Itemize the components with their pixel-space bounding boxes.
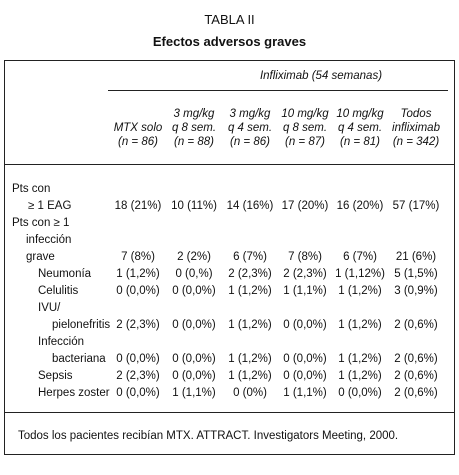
table-cell: 3 (0,9%): [394, 285, 438, 297]
table-cell: 1 (1,2%): [228, 370, 272, 382]
table-cell: 2 (0,6%): [394, 319, 438, 331]
table-cell: 0 (0,0%): [116, 285, 160, 297]
column-header-line: 10 mg/kg: [281, 108, 329, 120]
column-header-line: q 8 sem.: [171, 122, 217, 134]
row-label: IVU/: [38, 302, 61, 314]
table-cell: 1 (1,2%): [228, 319, 272, 331]
table-title: TABLA II: [204, 12, 255, 27]
table-cell: 14 (16%): [226, 200, 274, 212]
column-header: 3 mg/kg q 4 sem. (n = 86): [222, 107, 278, 149]
table-cell: 1 (1,1%): [283, 387, 327, 399]
footnote: Todos los pacientes recibían MTX. ATTRAC…: [18, 430, 399, 442]
table-cell: 0 (0,0%): [172, 319, 216, 331]
table-cell: 1 (1,1%): [172, 387, 216, 399]
row-label: Celulitis: [38, 285, 79, 297]
row-label: ≥ 1 EAG: [28, 200, 72, 212]
table-cell: 1 (1,2%): [228, 353, 272, 365]
table-cell: 1 (1,2%): [116, 268, 160, 280]
column-header-line: q 4 sem.: [227, 122, 273, 134]
table-cell: 5 (1,5%): [394, 268, 438, 280]
column-header: Todos infliximab (n = 342): [388, 107, 444, 149]
table-cell: 0 (0,0%): [172, 353, 216, 365]
table-cell: 17 (20%): [281, 200, 329, 212]
row-label: bacteriana: [52, 353, 106, 365]
table-cell: 1 (1,2%): [338, 353, 382, 365]
table-cell: 6 (7%): [233, 251, 267, 263]
row-label: Pts con ≥ 1: [12, 217, 70, 229]
column-header: 3 mg/kg q 8 sem. (n = 88): [166, 107, 222, 149]
column-header-line: MTX solo: [113, 122, 163, 134]
table-cell: 6 (7%): [343, 251, 377, 263]
column-header-line: (n = 87): [285, 136, 325, 148]
table-cell: 0 (0,0%): [338, 387, 382, 399]
table-cell: 21 (6%): [395, 251, 437, 263]
group-header-rule: [108, 90, 448, 91]
row-label: Infección: [38, 336, 85, 348]
column-header: 10 mg/kg q 8 sem. (n = 87): [277, 107, 333, 149]
table-cell: 0 (0,0%): [283, 319, 327, 331]
table-cell: 1 (1,1%): [283, 285, 327, 297]
table-cell: 1 (1,2%): [338, 370, 382, 382]
table-cell: 0 (0%): [233, 387, 267, 399]
table-cell: 2 (2%): [177, 251, 211, 263]
body-bottom-rule: [4, 412, 455, 413]
table-cell: 1 (1,2%): [228, 285, 272, 297]
column-header-rule: [4, 164, 455, 165]
table-cell: 2 (2,3%): [116, 319, 160, 331]
table-cell: 0 (0,0%): [172, 370, 216, 382]
column-header-line: 10 mg/kg: [336, 108, 384, 120]
column-header-line: q 8 sem.: [282, 122, 328, 134]
table-cell: 16 (20%): [336, 200, 384, 212]
column-header-line: q 4 sem.: [337, 122, 383, 134]
table-subtitle: Efectos adversos graves: [152, 34, 307, 49]
row-label: infección: [26, 234, 72, 246]
table-cell: 2 (0,6%): [394, 353, 438, 365]
column-header: MTX solo (n = 86): [110, 121, 166, 149]
table-cell: 0 (0,0%): [116, 387, 160, 399]
table-cell: 7 (8%): [288, 251, 322, 263]
table-cell: 0 (0,0%): [172, 285, 216, 297]
row-label: Herpes zoster: [38, 387, 110, 399]
table-cell: 0 (0,0%): [283, 370, 327, 382]
table-cell: 10 (11%): [171, 200, 217, 212]
column-header-line: (n = 81): [340, 136, 380, 148]
row-label: pielonefritis: [52, 319, 111, 331]
row-label: grave: [26, 251, 55, 263]
group-header: Infliximab (54 semanas): [259, 70, 383, 82]
table-cell: 18 (21%): [114, 200, 162, 212]
table-frame: [4, 60, 455, 455]
table-cell: 2 (2,3%): [228, 268, 272, 280]
column-header-line: (n = 88): [174, 136, 214, 148]
table-cell: 2 (2,3%): [283, 268, 327, 280]
table-cell: 0 (0,0%): [116, 353, 160, 365]
table-cell: 1 (1,2%): [338, 319, 382, 331]
column-header-line: (n = 342): [392, 136, 440, 148]
column-header: 10 mg/kg q 4 sem. (n = 81): [332, 107, 388, 149]
column-header-line: Todos: [400, 108, 432, 120]
column-header-line: 3 mg/kg: [173, 108, 215, 120]
table-cell: 57 (17%): [392, 200, 440, 212]
column-header-line: (n = 86): [230, 136, 270, 148]
row-label: Sepsis: [38, 370, 73, 382]
table-cell: 1 (1,12%): [335, 268, 385, 280]
table-cell: 7 (8%): [121, 251, 155, 263]
table-cell: 2 (2,3%): [116, 370, 160, 382]
table-cell: 0 (0,0%): [283, 353, 327, 365]
table-cell: 2 (0,6%): [394, 370, 438, 382]
table-cell: 1 (1,2%): [338, 285, 382, 297]
table-cell: 2 (0,6%): [394, 387, 438, 399]
column-header-line: (n = 86): [118, 136, 158, 148]
column-header-line: 3 mg/kg: [229, 108, 271, 120]
column-header-line: infliximab: [392, 122, 440, 134]
table-cell: 0 (0,%): [175, 268, 213, 280]
row-label: Pts con: [12, 183, 51, 195]
row-label: Neumonía: [38, 268, 92, 280]
